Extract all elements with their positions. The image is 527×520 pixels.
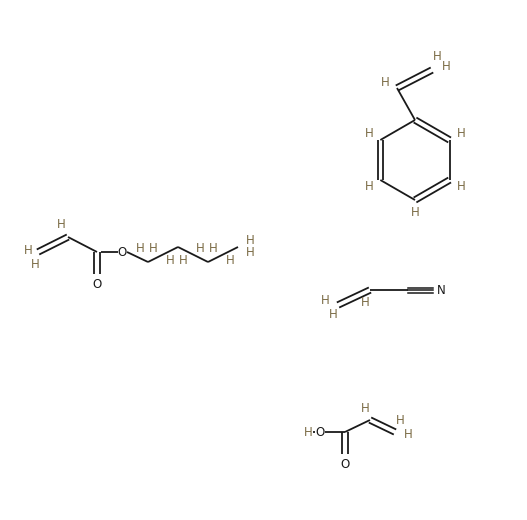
Text: H: H: [433, 49, 442, 62]
Text: H: H: [365, 127, 374, 140]
Text: O: O: [315, 425, 325, 438]
Text: H: H: [135, 242, 144, 255]
Text: H: H: [196, 242, 204, 255]
Text: N: N: [437, 283, 445, 296]
Text: H: H: [31, 257, 40, 270]
Text: H: H: [360, 401, 369, 414]
Text: O: O: [92, 279, 102, 292]
Text: O: O: [118, 245, 126, 258]
Text: H: H: [456, 127, 465, 140]
Text: H: H: [442, 60, 451, 73]
Text: H: H: [380, 76, 389, 89]
Text: H: H: [179, 253, 188, 266]
Text: H: H: [329, 308, 337, 321]
Text: H: H: [396, 413, 404, 426]
Text: H: H: [165, 253, 174, 266]
Text: H: H: [24, 243, 32, 256]
Text: H: H: [404, 427, 412, 440]
Text: H: H: [365, 180, 374, 193]
Text: H: H: [226, 253, 235, 266]
Text: O: O: [340, 458, 349, 471]
Text: H: H: [246, 246, 255, 259]
Text: H: H: [149, 242, 158, 255]
Text: H: H: [209, 242, 217, 255]
Text: H: H: [320, 293, 329, 306]
Text: H: H: [246, 235, 255, 248]
Text: H: H: [411, 206, 419, 219]
Text: H: H: [304, 425, 313, 438]
Text: H: H: [456, 180, 465, 193]
Text: H: H: [360, 296, 369, 309]
Text: H: H: [56, 217, 65, 230]
